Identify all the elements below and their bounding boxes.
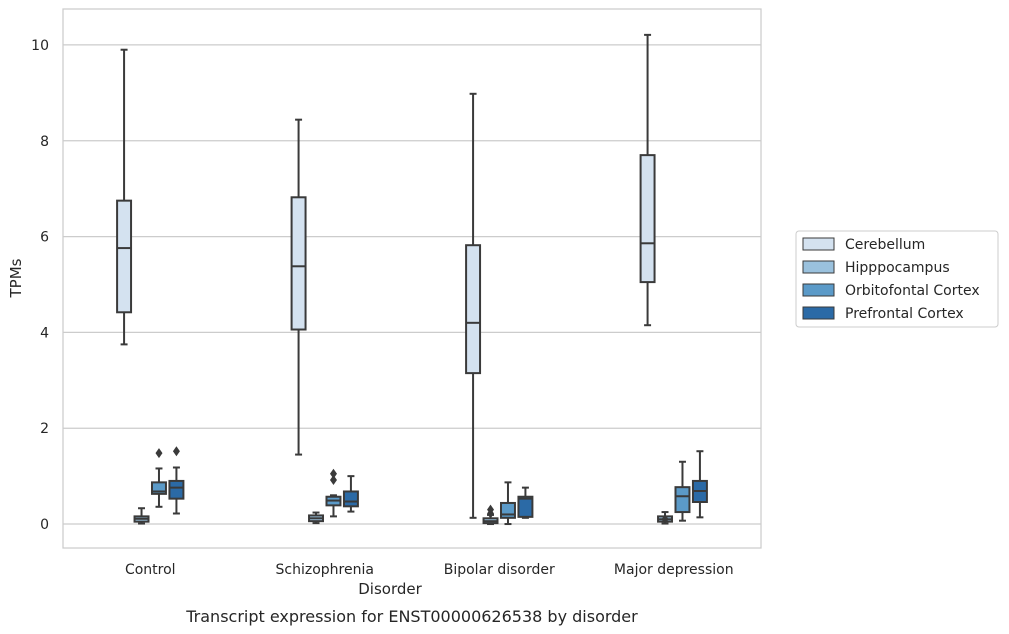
box-hipppocampus xyxy=(133,507,150,525)
y-tick-label: 10 xyxy=(31,38,49,54)
outlier-point xyxy=(172,446,180,457)
box-iqr xyxy=(674,486,691,514)
legend-swatch xyxy=(802,306,835,320)
x-tick-label: Control xyxy=(125,562,176,578)
legend-label: Hipppocampus xyxy=(845,260,950,276)
outlier-point xyxy=(487,504,495,515)
x-axis-ticks: Control Schizophrenia Bipolar disorder Majo… xyxy=(125,562,734,578)
legend: Cerebellum Hipppocampus Orbitofontal Corte… xyxy=(795,230,999,328)
legend-swatch xyxy=(802,283,835,297)
legend-frame xyxy=(795,230,999,328)
y-axis-label: TPMs xyxy=(7,258,25,298)
box-hipppocampus xyxy=(482,504,499,526)
plot-frame xyxy=(62,8,762,549)
box-iqr xyxy=(639,154,656,284)
outlier-point xyxy=(329,468,337,479)
box-prefrontal-cortex xyxy=(691,450,708,519)
box-orbitofontal-cortex xyxy=(674,460,691,522)
legend-label: Prefrontal Cortex xyxy=(845,306,964,322)
box-cerebellum xyxy=(116,48,133,346)
box-cerebellum xyxy=(639,33,656,327)
box-iqr xyxy=(499,501,516,519)
box-orbitofontal-cortex xyxy=(150,448,167,508)
grid-lines xyxy=(63,44,761,525)
box-iqr xyxy=(517,495,534,518)
outlier-point xyxy=(661,514,669,525)
box-iqr xyxy=(116,199,133,314)
box-prefrontal-cortex xyxy=(168,446,185,515)
x-axis-label: Disorder xyxy=(358,580,422,598)
box-orbitofontal-cortex xyxy=(325,468,342,518)
y-tick-label: 0 xyxy=(40,517,49,533)
chart-title: Transcript expression for ENST0000062653… xyxy=(185,607,638,626)
y-axis-ticks: 0 2 4 6 8 10 xyxy=(31,38,49,533)
box-iqr xyxy=(150,481,167,495)
y-tick-label: 6 xyxy=(40,230,49,246)
box-cerebellum xyxy=(290,118,307,456)
x-tick-label: Major depression xyxy=(614,562,734,578)
outlier-point xyxy=(329,474,337,485)
y-tick-label: 4 xyxy=(40,325,49,341)
x-tick-label: Bipolar disorder xyxy=(444,562,555,578)
box-hipppocampus xyxy=(657,511,674,525)
box-hipppocampus xyxy=(308,511,325,525)
y-tick-label: 2 xyxy=(40,421,49,437)
x-tick-label: Schizophrenia xyxy=(276,562,374,578)
box-plot-area xyxy=(116,33,708,526)
outlier-point xyxy=(155,448,163,459)
legend-swatch xyxy=(802,260,835,274)
box-prefrontal-cortex xyxy=(342,475,359,513)
y-tick-label: 8 xyxy=(40,134,49,150)
legend-label: Orbitofontal Cortex xyxy=(845,283,980,299)
box-iqr xyxy=(290,196,307,331)
box-iqr xyxy=(465,244,482,375)
legend-label: Cerebellum xyxy=(845,237,925,253)
box-iqr xyxy=(168,479,185,500)
box-orbitofontal-cortex xyxy=(499,481,516,526)
legend-swatch xyxy=(802,237,835,251)
box-iqr xyxy=(342,490,359,508)
box-cerebellum xyxy=(465,92,482,519)
box-prefrontal-cortex xyxy=(517,486,534,519)
